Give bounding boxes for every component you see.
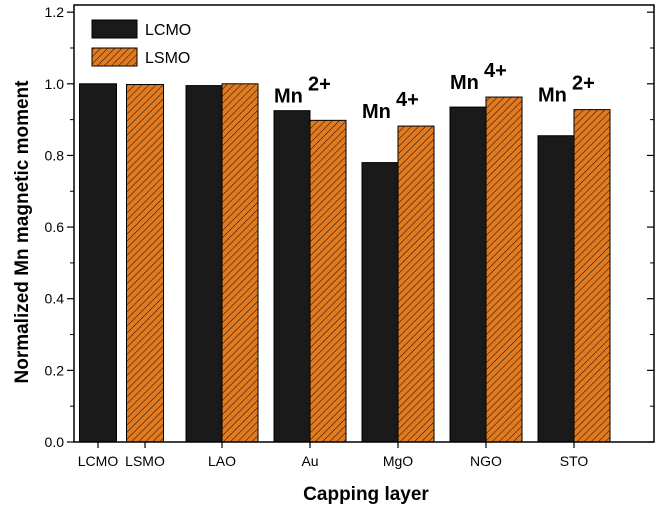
bar-lcmo-au	[274, 111, 310, 442]
y-tick-label: 1.0	[45, 76, 65, 92]
bar-lcmo-ngo	[450, 107, 486, 442]
x-tick-label: LAO	[208, 453, 236, 469]
x-axis-title: Capping layer	[303, 484, 429, 505]
y-tick-label: 0.6	[45, 219, 65, 235]
x-tick-label: Au	[301, 453, 318, 469]
x-tick-label: NGO	[470, 453, 502, 469]
y-tick-label: 0.4	[45, 291, 65, 307]
y-axis-title: Normalized Mn magnetic moment	[12, 80, 33, 384]
bar-lsmo-mgo	[398, 126, 434, 442]
legend-label-lcmo: LCMO	[145, 22, 191, 39]
bar-lcmo-lcmo	[80, 84, 117, 442]
y-tick-label: 0.0	[45, 434, 65, 450]
x-tick-label: LSMO	[125, 453, 165, 469]
annotation-text: Mn	[538, 85, 567, 107]
annotation-superscript: 2+	[572, 73, 595, 95]
bar-lsmo-lao	[222, 84, 258, 442]
x-tick-label: STO	[560, 453, 589, 469]
bar-lsmo-sto	[574, 110, 610, 442]
bar-lsmo-lsmo	[127, 85, 164, 442]
legend-swatch-lsmo	[92, 48, 137, 66]
bar-lsmo-ngo	[486, 97, 522, 442]
y-tick-label: 0.2	[45, 362, 65, 378]
x-tick-label: LCMO	[78, 453, 119, 469]
bar-lsmo-au	[310, 120, 346, 442]
annotation-text: Mn	[362, 101, 391, 123]
annotation-superscript: 4+	[396, 89, 419, 111]
y-tick-label: 0.8	[45, 147, 65, 163]
y-tick-label: 1.2	[45, 4, 65, 20]
bar-lcmo-sto	[538, 136, 574, 442]
annotation-superscript: 2+	[308, 74, 331, 96]
bar-lcmo-lao	[186, 86, 222, 442]
annotation-text: Mn	[450, 72, 479, 94]
x-tick-label: MgO	[383, 453, 413, 469]
legend-swatch-lcmo	[92, 20, 137, 38]
legend-label-lsmo: LSMO	[145, 50, 190, 67]
annotation-superscript: 4+	[484, 60, 507, 82]
bar-lcmo-mgo	[362, 163, 398, 442]
annotation-text: Mn	[274, 86, 303, 108]
